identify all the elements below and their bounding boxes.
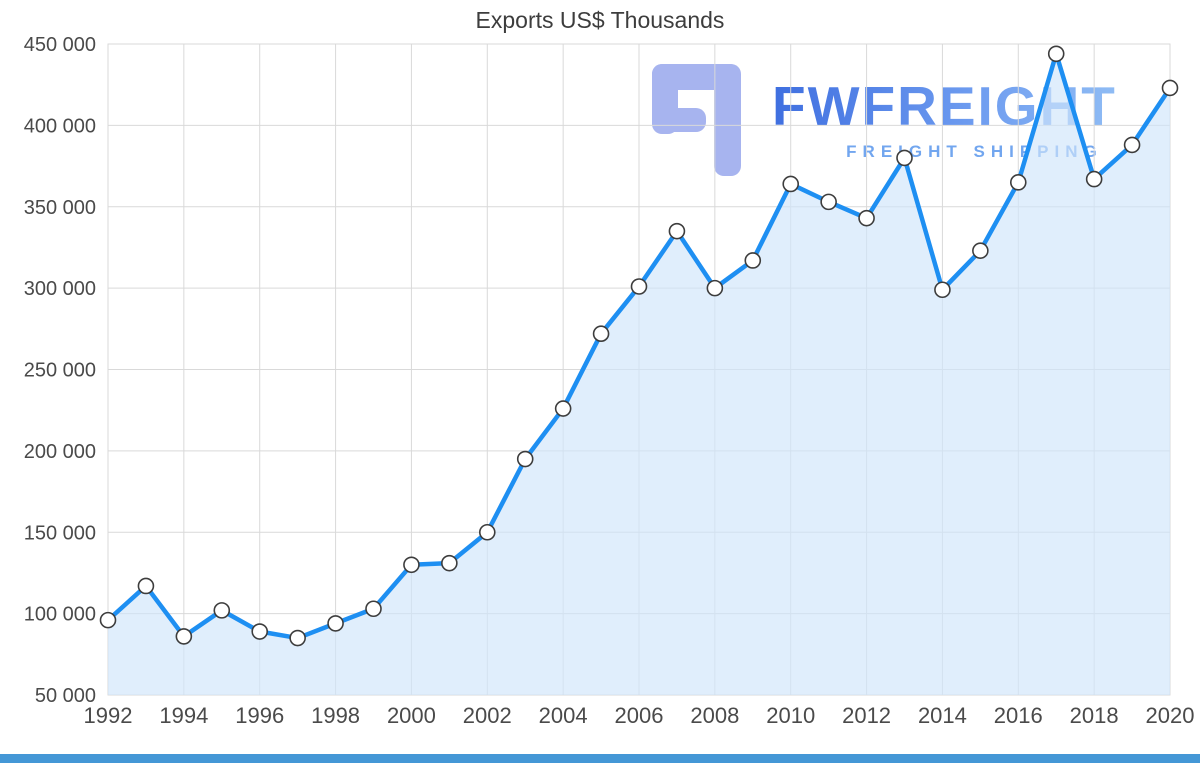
data-point-marker	[1123, 136, 1141, 154]
x-tick-label: 2012	[842, 703, 891, 728]
y-tick-label: 50 000	[35, 685, 96, 707]
data-point-marker	[1009, 174, 1027, 191]
y-tick-label: 200 000	[24, 441, 96, 463]
y-tick-label: 100 000	[24, 604, 96, 626]
x-tick-label: 2004	[539, 703, 588, 728]
data-point-marker	[403, 556, 420, 574]
data-point-marker	[289, 629, 306, 647]
data-point-marker	[99, 611, 117, 629]
x-tick-label: 1992	[84, 703, 133, 728]
x-tick-label: 1998	[311, 703, 360, 728]
data-point-marker	[782, 175, 800, 193]
data-point-marker	[1085, 170, 1103, 188]
data-point-marker	[706, 279, 724, 297]
data-point-marker	[251, 623, 269, 640]
x-tick-label: 2020	[1146, 703, 1195, 728]
data-point-marker	[554, 400, 572, 417]
data-point-marker	[1047, 45, 1065, 63]
x-tick-label: 2008	[690, 703, 739, 728]
area-fill	[108, 53, 1170, 695]
x-tick-label: 1996	[235, 703, 284, 728]
data-point-marker	[630, 278, 648, 295]
x-tick-label: 2016	[994, 703, 1043, 728]
x-tick-label: 2010	[766, 703, 815, 728]
data-point-marker	[896, 149, 913, 167]
data-point-marker	[1161, 79, 1179, 97]
data-point-marker	[365, 600, 382, 618]
data-point-marker	[327, 615, 344, 632]
x-tick-label: 2014	[918, 703, 967, 728]
y-tick-label: 250 000	[24, 360, 96, 382]
data-point-marker	[592, 325, 610, 342]
data-point-marker	[441, 554, 458, 572]
data-point-marker	[934, 281, 951, 299]
data-point-marker	[668, 222, 686, 240]
x-tick-label: 2000	[387, 703, 436, 728]
data-point-marker	[858, 209, 875, 227]
y-tick-label: 450 000	[24, 34, 96, 56]
data-point-marker	[213, 602, 231, 619]
data-point-marker	[972, 242, 989, 259]
x-tick-label: 2006	[615, 703, 664, 728]
y-tick-label: 150 000	[24, 522, 96, 544]
x-tick-label: 2018	[1070, 703, 1119, 728]
fwfreight-logo-icon	[652, 64, 741, 176]
x-tick-label: 1994	[159, 703, 208, 728]
data-point-marker	[820, 193, 837, 211]
y-tick-label: 300 000	[24, 278, 96, 300]
data-point-marker	[744, 252, 762, 269]
y-tick-label: 350 000	[24, 197, 96, 219]
data-point-marker	[516, 450, 534, 468]
data-point-marker	[175, 628, 193, 645]
data-point-marker	[137, 577, 155, 595]
data-point-marker	[478, 523, 496, 541]
y-tick-label: 400 000	[24, 115, 96, 137]
x-tick-label: 2002	[463, 703, 512, 728]
chart-title: Exports US$ Thousands	[475, 7, 725, 33]
footer-bar	[0, 754, 1200, 763]
